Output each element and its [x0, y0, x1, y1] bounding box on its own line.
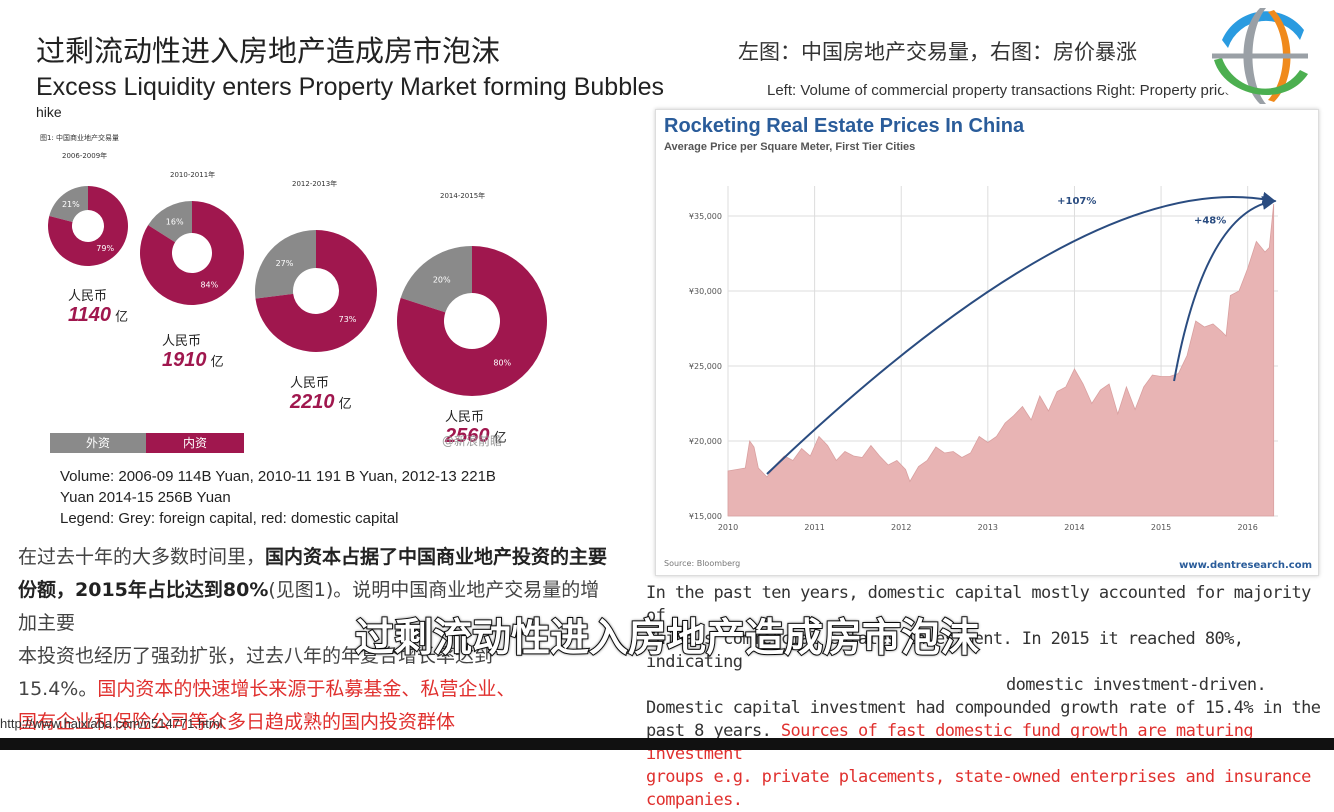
- y-tick-label: ¥15,000: [689, 512, 722, 521]
- donut-label-domestic: 79%: [96, 244, 114, 253]
- donut-slice-domestic: [397, 246, 547, 396]
- para-cn-3-red: 国内资本的快速增长来源于私募基金、私营企业、: [97, 678, 516, 700]
- donut-slice-foreign: [400, 246, 472, 313]
- volume-line-1: Volume: 2006-09 114B Yuan, 2010-11 191 B…: [60, 468, 496, 485]
- donut-slice-domestic: [48, 186, 129, 266]
- para-en-6-red: groups e.g. private placements, state-ow…: [646, 767, 1311, 787]
- amount-currency: 人民币: [162, 334, 202, 349]
- x-tick-label: 2010: [718, 523, 738, 532]
- para-cn-4-red: 国有企业和保险公司等众多日趋成熟的国内投资群体: [18, 711, 456, 733]
- volume-text: Volume: 2006-09 114B Yuan, 2010-11 191 B…: [60, 466, 580, 529]
- legend-domestic: 内资: [146, 433, 244, 453]
- para-cn-1: 在过去十年的大多数时间里，: [18, 546, 266, 568]
- donut-amount: 人民币 1910 亿: [162, 330, 224, 372]
- donut-period: 2010-2011年: [170, 170, 215, 179]
- amount-currency: 人民币: [445, 410, 485, 425]
- page-title-en: Excess Liquidity enters Property Market …: [36, 73, 665, 101]
- donut-period: 2014-2015年: [440, 191, 485, 200]
- chart-source: Source: Bloomberg: [664, 559, 740, 568]
- donut-label-foreign: 16%: [166, 217, 184, 226]
- y-tick-label: ¥25,000: [689, 362, 722, 371]
- amount-unit: 亿: [489, 431, 507, 446]
- para-en-4: Domestic capital investment had compound…: [646, 698, 1321, 718]
- amount-value: 1910: [162, 349, 207, 371]
- growth-arrow: [766, 191, 1277, 475]
- right-caption-cn: 左图：中国房地产交易量，右图：房价暴涨: [738, 40, 1137, 64]
- donut-legend: 外资 内资: [50, 433, 244, 453]
- x-tick-label: 2012: [891, 523, 911, 532]
- chart-title: Rocketing Real Estate Prices In China: [664, 115, 1025, 137]
- para-cn-3: 15.4%。: [18, 678, 98, 700]
- y-tick-label: ¥35,000: [689, 212, 722, 221]
- y-tick-label: ¥30,000: [689, 287, 722, 296]
- volume-line-3: Legend: Grey: foreign capital, red: dome…: [60, 510, 399, 527]
- donut-amount: 人民币 1140 亿: [68, 285, 128, 327]
- x-tick-label: 2015: [1151, 523, 1171, 532]
- price-area: [727, 203, 1275, 517]
- donut-slice-foreign: [148, 201, 192, 243]
- donut-slice-foreign: [49, 186, 88, 223]
- x-tick-label: 2011: [804, 523, 824, 532]
- donut-period: 2006-2009年: [62, 151, 107, 160]
- page-title-cn: 过剩流动性进入房地产造成房市泡沫: [36, 34, 501, 68]
- donut-label-foreign: 27%: [276, 259, 294, 268]
- donut-label-domestic: 84%: [200, 281, 218, 290]
- right-caption-en: Left: Volume of commercial property tran…: [767, 82, 1234, 99]
- x-tick-label: 2016: [1238, 523, 1258, 532]
- para-en-1: In the past ten years, domestic capital …: [646, 583, 1311, 626]
- para-cn-1-bold: 国内资本占据了中国商业地产投资的主要份额，2015年占比达到80%: [18, 546, 608, 601]
- growth-arrow: [1173, 196, 1277, 382]
- growth-label: +107%: [1057, 196, 1096, 207]
- growth-label: +48%: [1194, 216, 1226, 227]
- para-cn-2: 本投资也经历了强劲扩张，过去八年的年复合增长率达到: [18, 645, 494, 667]
- video-subtitle: 过剩流动性进入房地产造成房市泡沫: [354, 615, 980, 662]
- amount-value: 1140: [68, 304, 112, 326]
- amount-value: 2210: [290, 391, 335, 413]
- amount-unit: 亿: [206, 355, 224, 370]
- para-cn-1c: (见图1)。说明中国商业地产交易量的增加主要: [18, 579, 600, 634]
- para-en-3: domestic investment-driven.: [1006, 675, 1267, 695]
- amount-unit: 亿: [334, 397, 352, 412]
- para-en-2: China's commercial estates investment. I…: [646, 629, 1244, 672]
- bottom-band: [0, 738, 1334, 750]
- source-url: http://www.haixiaba.com/n514771.html: [0, 716, 223, 731]
- donut-slice-domestic: [255, 230, 377, 352]
- x-tick-label: 2013: [978, 523, 998, 532]
- para-en-7-red: companies.: [646, 790, 743, 810]
- amount-unit: 亿: [111, 310, 129, 325]
- donut-amount: 人民币 2560 亿: [445, 406, 507, 448]
- legend-foreign: 外资: [50, 433, 146, 453]
- donut-label-foreign: 21%: [62, 200, 80, 209]
- donut-label-foreign: 20%: [433, 275, 451, 284]
- donut-label-domestic: 73%: [339, 315, 357, 324]
- donut-period: 2012-2013年: [292, 179, 337, 188]
- price-chart: Rocketing Real Estate Prices In China Ave…: [664, 115, 1312, 571]
- donut-figure-label: 图1: 中国商业地产交易量: [40, 134, 120, 142]
- y-tick-label: ¥20,000: [689, 437, 722, 446]
- para-en-5a: past 8 years.: [646, 721, 772, 741]
- chart-subtitle: Average Price per Square Meter, First Ti…: [664, 141, 915, 153]
- paragraph-cn: 在过去十年的大多数时间里，国内资本占据了中国商业地产投资的主要份额，2015年占…: [18, 541, 618, 739]
- x-tick-label: 2014: [1064, 523, 1084, 532]
- donut-slice-foreign: [255, 230, 316, 299]
- donut-slice-domestic: [140, 201, 245, 305]
- price-chart-panel: Rocketing Real Estate Prices In China Ave…: [655, 109, 1319, 576]
- chart-credit: www.dentresearch.com: [1179, 560, 1312, 571]
- volume-line-2: Yuan 2014-15 256B Yuan: [60, 489, 231, 506]
- amount-value: 2560: [445, 425, 490, 447]
- amount-currency: 人民币: [68, 289, 108, 304]
- globe-logo-icon: [1210, 6, 1310, 106]
- donut-label-domestic: 80%: [493, 359, 511, 368]
- donut-amount: 人民币 2210 亿: [290, 372, 352, 414]
- watermark: @新浪前瞻: [442, 434, 503, 448]
- page-title-en-cont: hike: [36, 104, 62, 120]
- donut-figure: 21% 79% 2006-2009年 16% 84% 2010-2011年 27% 73% 20…: [48, 151, 547, 396]
- amount-currency: 人民币: [290, 376, 330, 391]
